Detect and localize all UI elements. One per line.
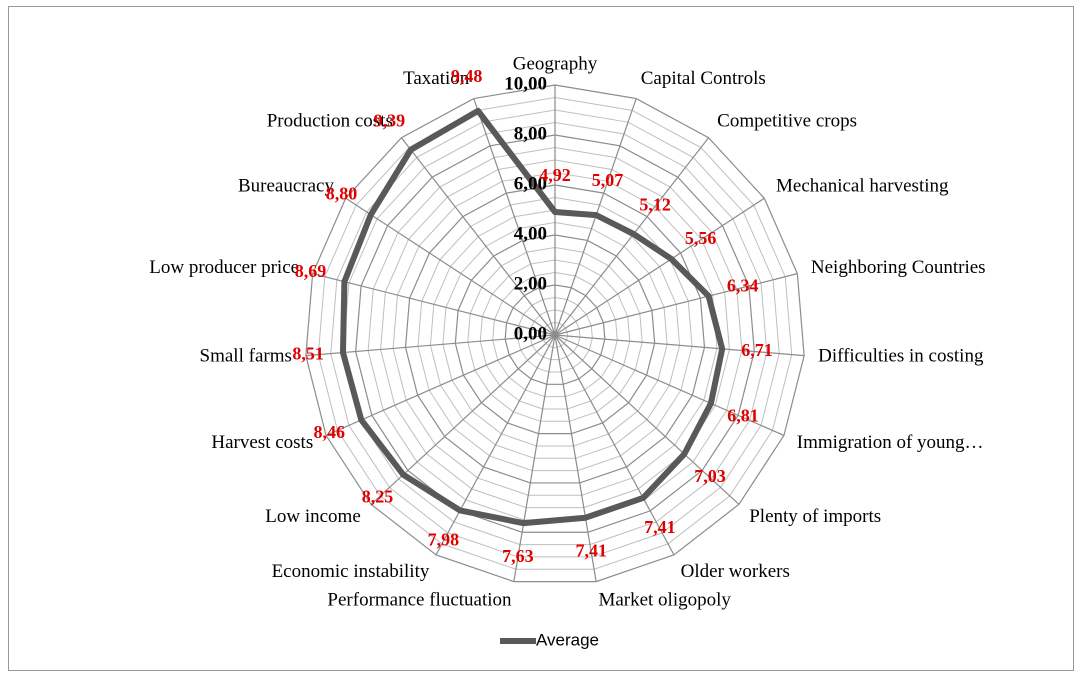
series-line bbox=[339, 107, 726, 527]
minor-grid-line bbox=[517, 296, 593, 373]
spoke bbox=[325, 334, 556, 436]
minor-grid-line bbox=[342, 121, 768, 546]
category-label: Economic instability bbox=[272, 561, 430, 582]
grid-line bbox=[404, 184, 706, 484]
minor-grid-line bbox=[417, 196, 693, 472]
category-label: Low income bbox=[265, 506, 361, 527]
r-tick-label: 10,00 bbox=[504, 73, 547, 94]
value-label: 6,34 bbox=[727, 276, 759, 296]
category-label: Difficulties in costing bbox=[818, 346, 984, 367]
spoke bbox=[305, 334, 556, 357]
category-label: Taxation bbox=[403, 68, 470, 89]
minor-grid-line bbox=[479, 259, 631, 410]
grid-line bbox=[504, 284, 606, 385]
category-label: Bureaucracy bbox=[238, 176, 334, 197]
spoke bbox=[554, 334, 740, 505]
minor-grid-line bbox=[380, 159, 730, 509]
grid-line bbox=[454, 234, 656, 435]
value-label: 6,71 bbox=[741, 340, 773, 360]
value-label: 6,81 bbox=[727, 406, 759, 426]
grid-line bbox=[355, 134, 755, 533]
value-label: 8,69 bbox=[295, 261, 327, 281]
category-label: Capital Controls bbox=[641, 68, 766, 89]
value-label: 8,46 bbox=[314, 422, 346, 442]
category-label: Older workers bbox=[681, 561, 790, 582]
r-tick-label: 0,00 bbox=[514, 323, 547, 344]
category-label: Harvest costs bbox=[211, 432, 313, 453]
category-label: Small farms bbox=[200, 346, 292, 367]
category-label: Mechanical harvesting bbox=[776, 176, 949, 197]
category-label: Neighboring Countries bbox=[811, 257, 986, 278]
spoke bbox=[554, 334, 805, 357]
minor-grid-line bbox=[429, 209, 681, 459]
minor-grid-line bbox=[492, 271, 618, 398]
value-label: 5,12 bbox=[639, 194, 671, 214]
r-tick-label: 6,00 bbox=[514, 173, 547, 194]
minor-grid-line bbox=[467, 246, 643, 422]
value-label: 8,51 bbox=[292, 344, 324, 364]
category-label: Low producer price bbox=[149, 257, 299, 278]
minor-grid-line bbox=[392, 171, 718, 496]
minor-grid-line bbox=[529, 309, 581, 361]
value-label: 9,39 bbox=[374, 110, 406, 130]
spoke bbox=[435, 334, 556, 556]
category-label: Immigration of young… bbox=[797, 432, 984, 453]
category-label: Geography bbox=[513, 53, 598, 74]
spoke bbox=[554, 334, 675, 556]
r-tick-label: 2,00 bbox=[514, 273, 547, 294]
minor-grid-line bbox=[317, 96, 793, 570]
minor-grid-line bbox=[442, 221, 668, 447]
value-label: 7,41 bbox=[576, 540, 608, 560]
spoke bbox=[554, 273, 798, 336]
legend-label: Average bbox=[536, 630, 599, 649]
chart-frame bbox=[8, 6, 1074, 671]
value-label: 9,48 bbox=[451, 66, 483, 86]
category-label: Plenty of imports bbox=[749, 506, 881, 527]
value-label: 7,41 bbox=[644, 517, 676, 537]
value-label: 8,25 bbox=[362, 487, 394, 507]
category-label: Production costs bbox=[267, 110, 393, 131]
value-label: 7,03 bbox=[694, 466, 726, 486]
spoke bbox=[312, 273, 556, 336]
value-label: 5,56 bbox=[685, 228, 717, 248]
spoke bbox=[473, 98, 556, 336]
minor-grid-line bbox=[330, 109, 780, 558]
spoke bbox=[345, 197, 556, 336]
spoke bbox=[554, 334, 597, 582]
spoke bbox=[513, 334, 556, 582]
r-tick-label: 4,00 bbox=[514, 223, 547, 244]
minor-grid-line bbox=[542, 321, 568, 348]
category-label: Performance fluctuation bbox=[327, 590, 512, 611]
category-label: Market oligopoly bbox=[598, 590, 731, 611]
spoke bbox=[554, 334, 785, 436]
value-label: 8,80 bbox=[326, 184, 358, 204]
spoke bbox=[400, 137, 556, 336]
value-label: 5,07 bbox=[592, 170, 624, 190]
value-label: 4,92 bbox=[539, 165, 571, 185]
value-label: 7,63 bbox=[502, 546, 534, 566]
r-tick-label: 8,00 bbox=[514, 123, 547, 144]
spoke bbox=[554, 197, 765, 336]
value-label: 7,98 bbox=[428, 529, 460, 549]
grid-line bbox=[305, 84, 805, 583]
category-label: Competitive crops bbox=[717, 110, 857, 131]
